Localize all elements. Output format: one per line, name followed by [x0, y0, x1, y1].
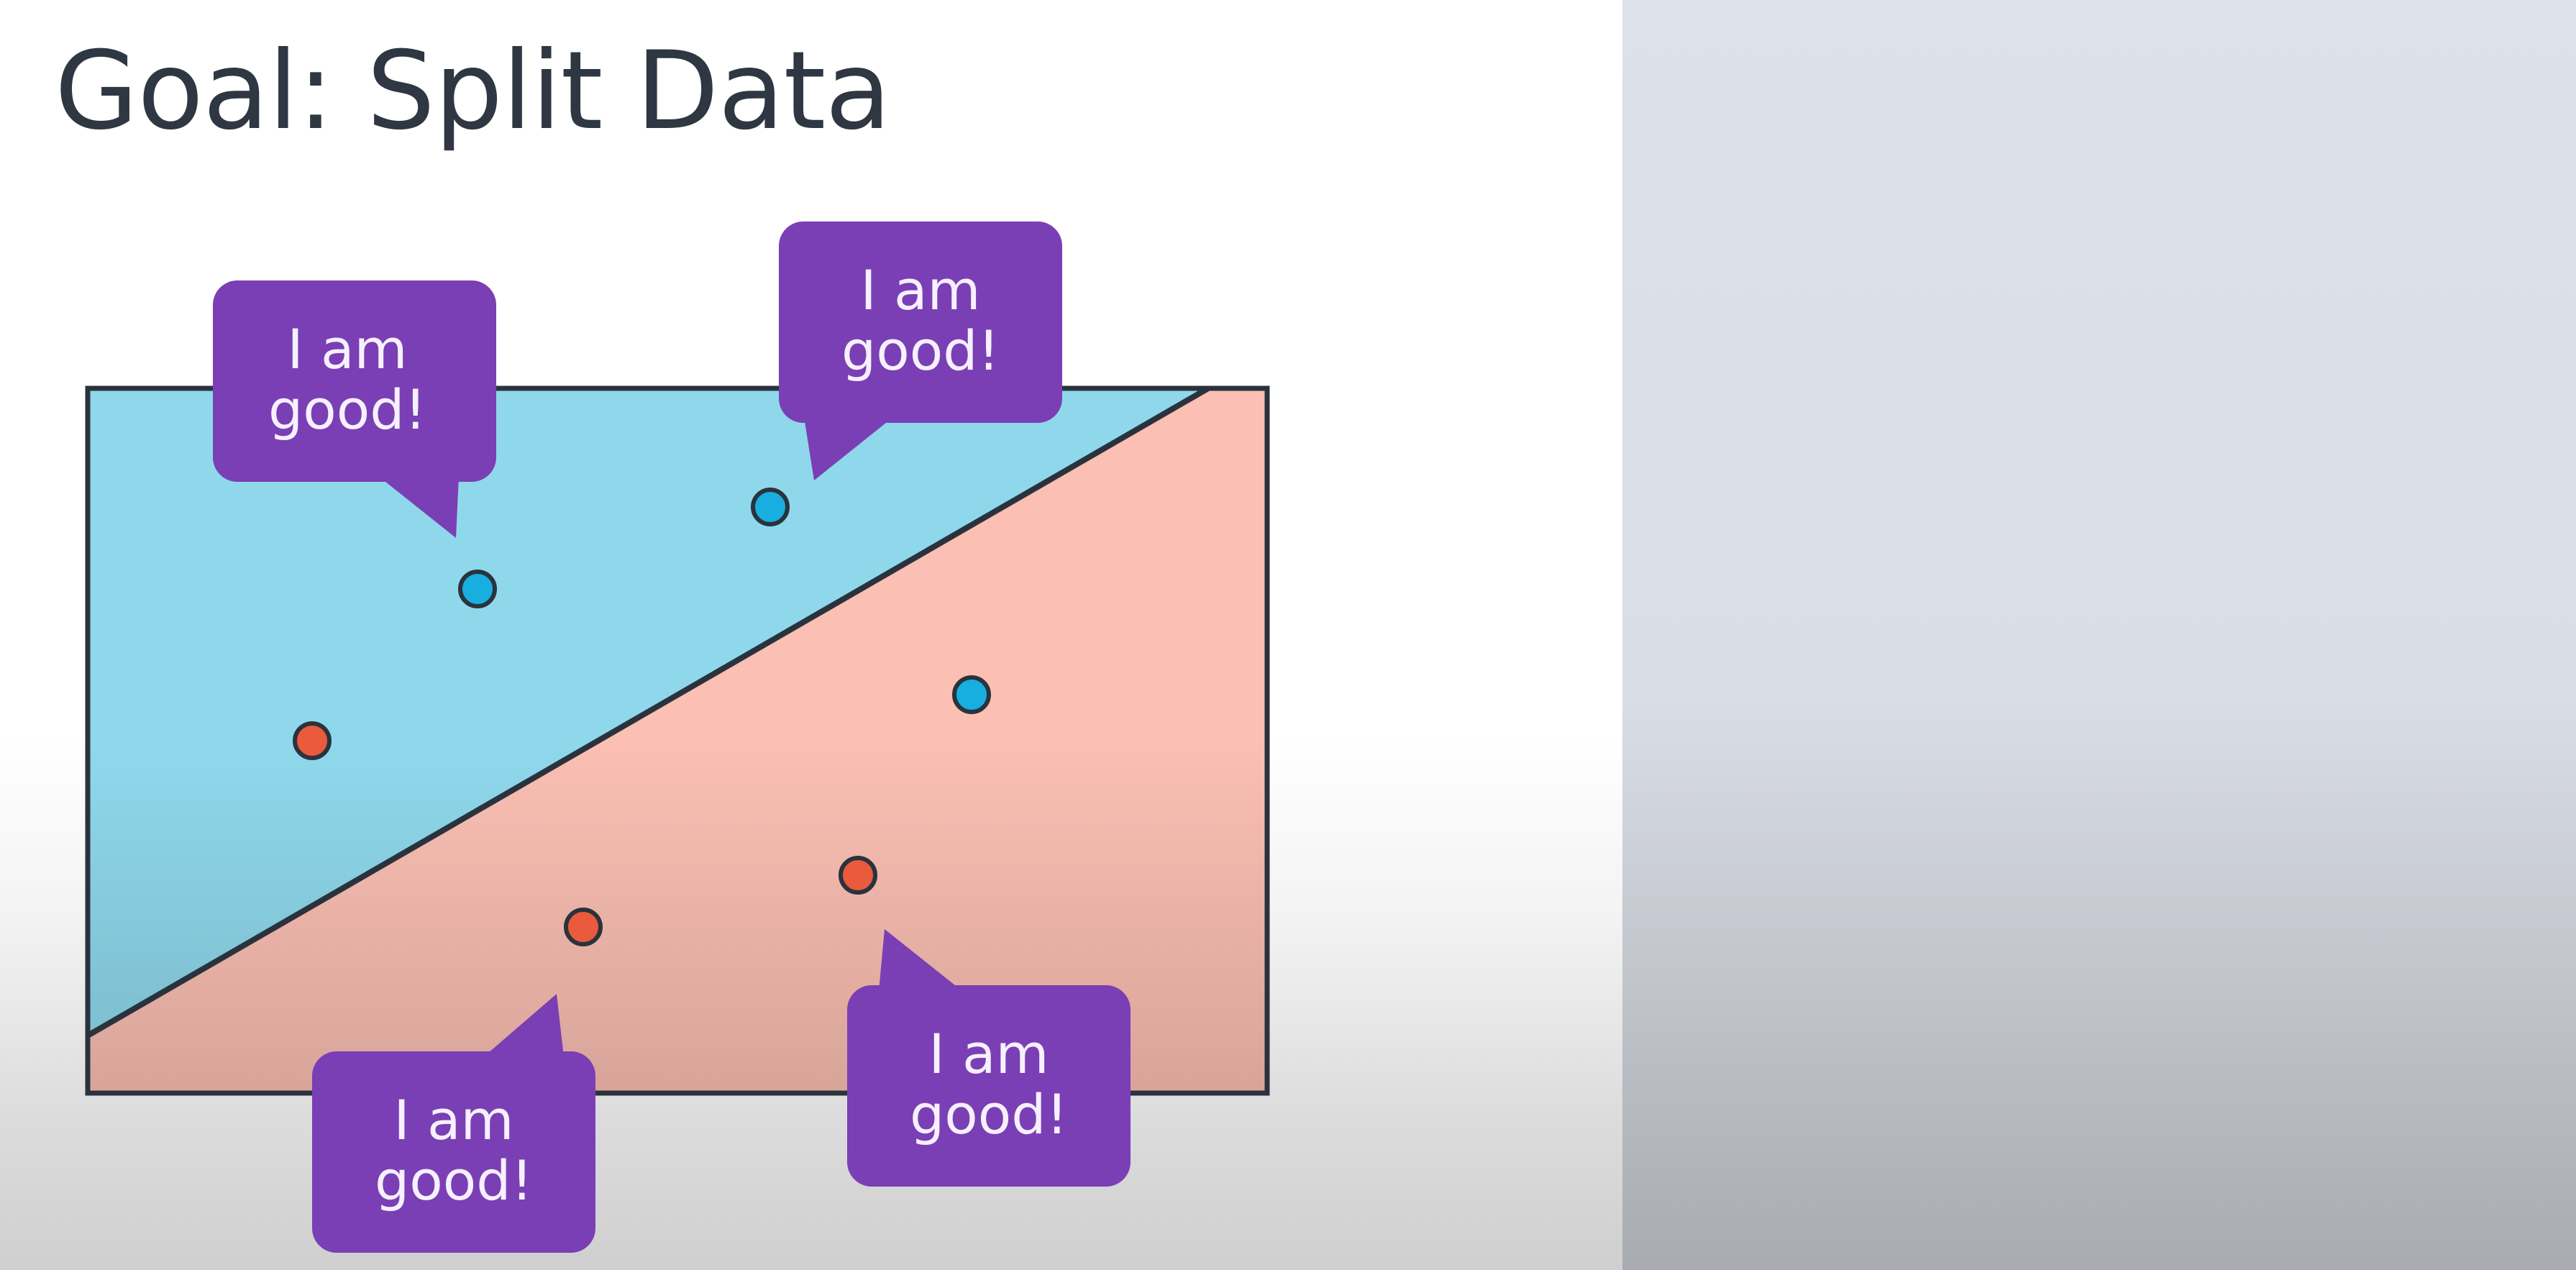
- data-point-red: [564, 908, 603, 946]
- slide-title: Goal: Split Data: [55, 29, 891, 154]
- bubble-text-line1: I am: [860, 258, 980, 322]
- bubble-text-line2: good!: [268, 378, 426, 442]
- decision-boundary-line: [86, 385, 1210, 1038]
- data-point-red: [293, 721, 332, 760]
- data-point-blue: [751, 488, 790, 526]
- data-point-red: [839, 856, 877, 895]
- bubble-text-line2: good!: [841, 319, 1000, 383]
- speech-bubble: I am good!: [213, 280, 496, 538]
- bubble-text-line2: good!: [910, 1082, 1068, 1146]
- speech-bubble: I am good!: [847, 929, 1131, 1187]
- split-data-diagram: I am good! I am good! I am good! I am go…: [85, 221, 1270, 1253]
- bubble-text-line1: I am: [928, 1022, 1049, 1086]
- speech-bubble: I am good!: [312, 994, 595, 1253]
- region-shade: [88, 388, 1267, 1093]
- slide: Goal: Split Data: [0, 0, 1622, 1270]
- data-point-blue: [952, 675, 991, 714]
- bubble-text-line2: good!: [375, 1148, 533, 1212]
- bubble-text-line1: I am: [287, 317, 407, 381]
- data-point-blue: [458, 570, 497, 608]
- speech-bubble: I am good!: [779, 221, 1062, 480]
- side-panel: [1622, 0, 2576, 1270]
- bubble-text-line1: I am: [393, 1088, 513, 1152]
- plot-frame: [85, 385, 1270, 1096]
